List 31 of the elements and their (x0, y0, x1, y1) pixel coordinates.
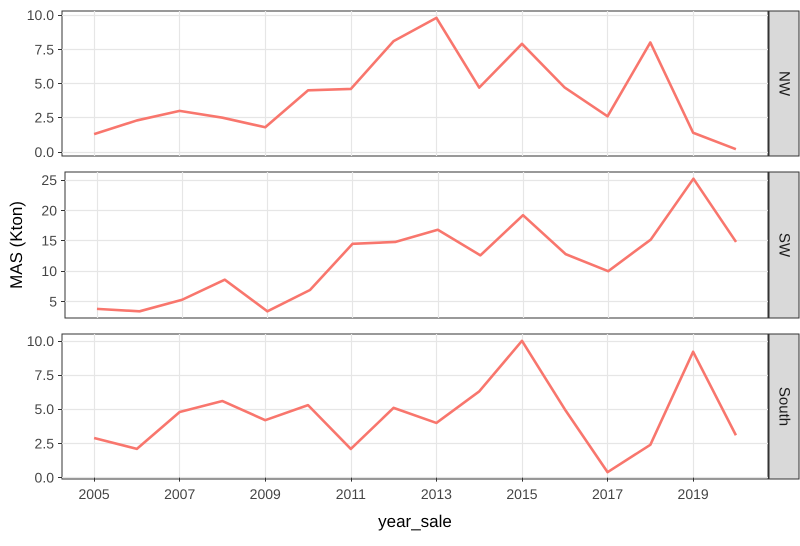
text: South (776, 386, 792, 426)
y-tick-label: 2.5 (34, 110, 54, 126)
y-tick-label: 5.0 (34, 76, 54, 92)
x-tick-label: 2005 (78, 486, 110, 502)
line-series (96, 177, 738, 313)
x-axis-title: year_sale (378, 512, 452, 531)
y-tick-label: 0.0 (34, 470, 54, 486)
line-series (92, 340, 738, 474)
y-tick-label: 2.5 (34, 435, 54, 452)
y-tick-label: 10.0 (26, 332, 54, 349)
x-tick-label: 2013 (420, 486, 452, 502)
y-tick-label: 25 (41, 172, 58, 188)
x-tick-label: 2007 (164, 486, 196, 502)
y-axis-title: MAS (Kton) (7, 201, 26, 289)
y-tick-label: 7.5 (34, 41, 54, 58)
y-tick-label: 0.0 (34, 144, 54, 160)
text: NW (776, 71, 792, 97)
y-tick-label: 5.0 (34, 401, 54, 418)
x-tick-label: 2009 (250, 486, 282, 502)
y-tick-label: 5 (49, 294, 58, 310)
line-series (92, 16, 738, 150)
x-tick-label: 2017 (592, 486, 624, 502)
x-tick-label: 2019 (678, 486, 709, 502)
y-tick-label: 7.5 (34, 367, 54, 384)
x-tick-label: 2011 (336, 486, 366, 502)
y-tick-label: 20 (41, 202, 58, 218)
x-tick-label: 2015 (506, 486, 538, 502)
y-tick-label: 10.0 (26, 7, 54, 24)
y-tick-label: 15 (41, 232, 58, 249)
text: SW (776, 232, 792, 258)
y-tick-label: 10 (41, 263, 58, 280)
